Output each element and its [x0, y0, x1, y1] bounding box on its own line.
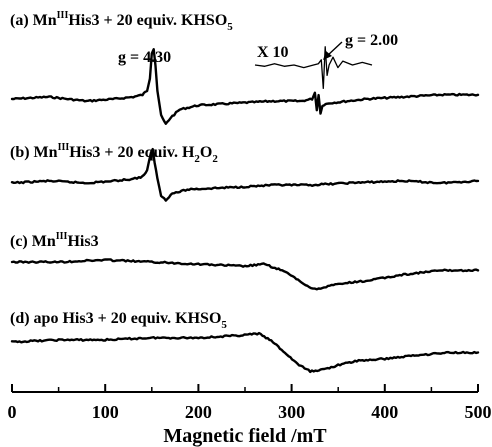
- panel-c-label: (c) MnIIIHis3: [10, 231, 99, 250]
- annotation-g430: g = 4.30: [118, 49, 171, 66]
- x-tick-label: 200: [185, 402, 212, 422]
- x-tick-label: 500: [465, 402, 492, 422]
- trace-b: [10, 147, 480, 202]
- annotation-x10: X 10: [257, 44, 289, 61]
- annotation-g200: g = 2.00: [345, 32, 398, 49]
- x-axis-ticks: [11, 384, 479, 392]
- trace-d: [10, 331, 480, 374]
- x-tick-label: 300: [278, 402, 305, 422]
- x-axis-tick-labels: 0 100 200 300 400 500: [8, 402, 492, 422]
- panel-d-label: (d) apo His3 + 20 equiv. KHSO5: [10, 310, 227, 331]
- panel-a-label: (a) MnIIIHis3 + 20 equiv. KHSO5: [10, 10, 233, 33]
- spectra-traces: [10, 48, 480, 374]
- x-tick-label: 400: [371, 402, 398, 422]
- trace-c: [10, 258, 480, 291]
- panel-b-label: (b) MnIIIHis3 + 20 equiv. H2O2: [10, 142, 218, 165]
- x-tick-label: 100: [92, 402, 119, 422]
- x-tick-label: 0: [8, 402, 17, 422]
- x-axis-title: Magnetic field /mT: [163, 425, 327, 447]
- inset-x10-trace: [254, 46, 373, 90]
- trace-a: [10, 48, 480, 125]
